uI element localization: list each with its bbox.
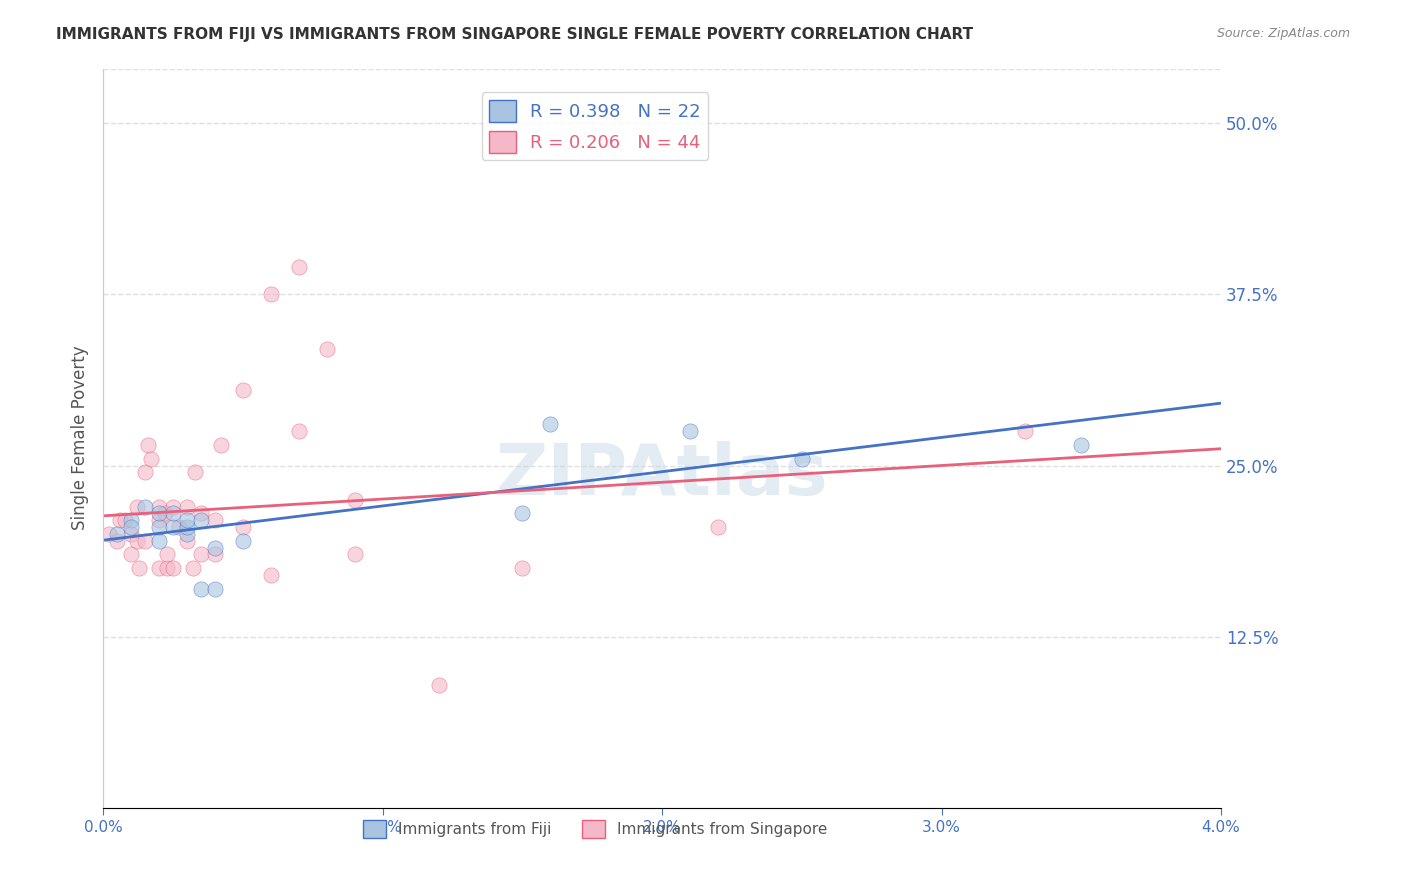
Point — [148, 533, 170, 548]
Text: Source: ZipAtlas.com: Source: ZipAtlas.com — [1216, 27, 1350, 40]
Point — [176, 500, 198, 514]
Point — [148, 520, 170, 534]
Point — [512, 561, 534, 575]
Point — [204, 541, 226, 555]
Point — [315, 342, 337, 356]
Point — [790, 451, 813, 466]
Point — [190, 507, 212, 521]
Point — [190, 548, 212, 562]
Point — [343, 548, 366, 562]
Point — [120, 527, 142, 541]
Point — [162, 561, 184, 575]
Text: IMMIGRANTS FROM FIJI VS IMMIGRANTS FROM SINGAPORE SINGLE FEMALE POVERTY CORRELAT: IMMIGRANTS FROM FIJI VS IMMIGRANTS FROM … — [56, 27, 973, 42]
Point — [260, 287, 283, 301]
Point — [153, 507, 176, 521]
Point — [184, 466, 207, 480]
Y-axis label: Single Female Poverty: Single Female Poverty — [72, 346, 89, 531]
Point — [139, 451, 162, 466]
Point — [204, 582, 226, 596]
Point — [260, 568, 283, 582]
Point — [190, 582, 212, 596]
Point — [176, 527, 198, 541]
Point — [97, 527, 120, 541]
Point — [120, 520, 142, 534]
Point — [120, 513, 142, 527]
Point — [134, 533, 156, 548]
Point — [176, 520, 198, 534]
Point — [679, 425, 702, 439]
Point — [125, 533, 148, 548]
Point — [167, 520, 190, 534]
Point — [120, 548, 142, 562]
Point — [427, 677, 450, 691]
Legend: Immigrants from Fiji, Immigrants from Singapore: Immigrants from Fiji, Immigrants from Si… — [357, 814, 834, 845]
Point — [287, 425, 309, 439]
Point — [190, 513, 212, 527]
Point — [134, 466, 156, 480]
Point — [176, 533, 198, 548]
Point — [1014, 425, 1036, 439]
Point — [204, 548, 226, 562]
Point — [148, 507, 170, 521]
Point — [128, 561, 150, 575]
Point — [156, 548, 179, 562]
Point — [114, 513, 136, 527]
Point — [512, 507, 534, 521]
Point — [232, 520, 254, 534]
Point — [1070, 438, 1092, 452]
Point — [176, 513, 198, 527]
Point — [136, 438, 159, 452]
Point — [162, 507, 184, 521]
Point — [232, 533, 254, 548]
Text: ZIPAtlas: ZIPAtlas — [496, 441, 828, 509]
Point — [181, 561, 204, 575]
Point — [343, 492, 366, 507]
Point — [148, 561, 170, 575]
Point — [105, 533, 128, 548]
Point — [287, 260, 309, 274]
Point — [162, 500, 184, 514]
Point — [707, 520, 730, 534]
Point — [108, 513, 131, 527]
Point — [105, 527, 128, 541]
Point — [162, 520, 184, 534]
Point — [209, 438, 232, 452]
Point — [148, 513, 170, 527]
Point — [148, 500, 170, 514]
Point — [538, 417, 561, 432]
Point — [156, 561, 179, 575]
Point — [232, 383, 254, 397]
Point — [125, 500, 148, 514]
Point — [134, 500, 156, 514]
Point — [204, 513, 226, 527]
